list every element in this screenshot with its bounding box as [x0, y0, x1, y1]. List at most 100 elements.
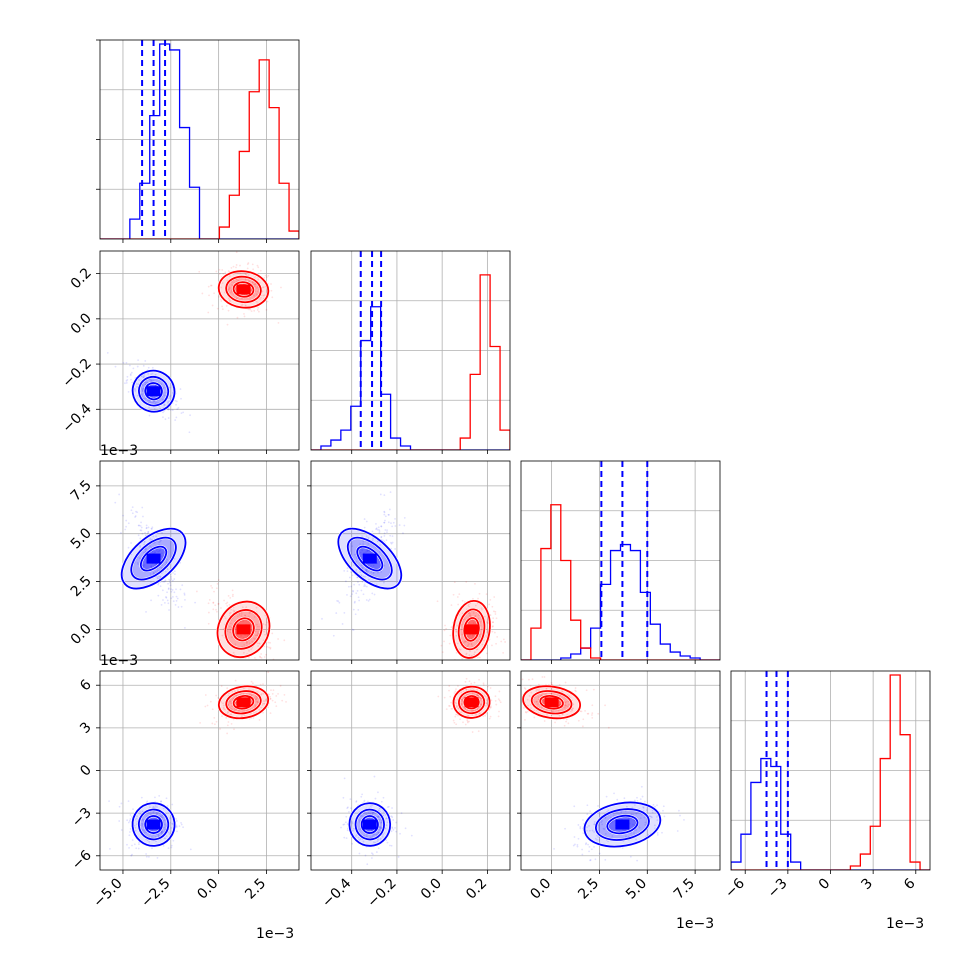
contour-blue: [354, 808, 385, 841]
scatter-point: [483, 615, 486, 618]
scatter-point: [170, 844, 173, 847]
scatter-point: [207, 285, 210, 288]
scatter-point: [437, 695, 440, 698]
scatter-point: [363, 799, 366, 802]
scatter-point: [456, 596, 459, 598]
scatter-point: [468, 614, 471, 617]
scatter-point: [350, 571, 352, 573]
scatter-point: [251, 682, 254, 685]
scatter-point: [262, 286, 265, 289]
scatter-point: [235, 264, 238, 266]
contour-blue: [346, 536, 393, 581]
scatter-point: [453, 721, 456, 724]
scatter-point: [257, 701, 259, 704]
contour-red: [530, 690, 573, 715]
scatter-point: [198, 270, 201, 273]
scatter-point: [473, 651, 476, 654]
scatter-point: [376, 528, 379, 531]
scatter-point: [379, 826, 381, 828]
scatter-point: [171, 803, 174, 806]
scatter-point: [364, 568, 367, 571]
scatter-point: [394, 548, 397, 550]
scatter-point: [243, 315, 246, 318]
scatter-point: [265, 653, 267, 656]
scatter-point: [211, 304, 214, 307]
scatter-point: [629, 832, 632, 834]
scatter-point: [238, 614, 241, 616]
y-tick-label: 0.0: [68, 310, 95, 337]
x-tick-label: −5.0: [90, 876, 125, 911]
scatter-point: [391, 826, 393, 829]
scatter-point: [255, 634, 258, 637]
scatter-point: [486, 631, 489, 634]
scatter-point: [458, 648, 461, 651]
scatter-point: [476, 648, 479, 651]
scatter-point: [380, 525, 383, 528]
scatter-point: [368, 578, 370, 581]
scatter-point: [269, 647, 272, 650]
scatter-point: [593, 823, 596, 825]
scatter-point: [151, 829, 154, 831]
scatter-point: [153, 817, 156, 820]
scatter-point: [168, 578, 171, 581]
scatter-point: [380, 570, 383, 573]
density-peak: [236, 624, 251, 635]
scatter-point: [576, 843, 579, 846]
scatter-point: [593, 821, 596, 823]
scatter-point: [366, 863, 369, 866]
scatter-point: [491, 644, 493, 647]
scatter-point: [265, 276, 268, 279]
scatter-point: [136, 815, 139, 818]
scatter-point: [251, 694, 253, 697]
scatter-point: [579, 827, 582, 830]
scatter-point: [137, 524, 140, 527]
scatter-point: [226, 604, 229, 607]
scatter-point: [137, 359, 140, 362]
scatter-point: [486, 685, 489, 688]
scatter-point: [251, 263, 254, 266]
scatter-point: [175, 416, 178, 419]
scatter-point: [181, 584, 184, 587]
scatter-point: [141, 390, 144, 392]
scatter-point: [161, 532, 163, 534]
scatter-point: [275, 695, 278, 697]
scatter-point: [472, 622, 475, 624]
scatter-point: [604, 832, 607, 835]
scatter-point: [141, 393, 143, 396]
scatter-point: [370, 852, 373, 855]
contour-red: [217, 270, 270, 309]
scatter-point: [155, 563, 158, 565]
scatter-point: [175, 403, 177, 406]
scatter-point: [587, 843, 589, 846]
scatter-point: [166, 402, 169, 404]
scatter-point: [470, 643, 473, 646]
scatter-point: [163, 819, 166, 822]
density-peak: [464, 624, 479, 635]
scatter-point: [144, 381, 147, 384]
scatter-point: [224, 271, 227, 274]
scatter-point: [373, 593, 376, 596]
scatter-point: [246, 634, 249, 637]
scatter-point: [343, 611, 346, 614]
scatter-point: [373, 775, 376, 778]
scatter-point: [477, 597, 479, 600]
scatter-point: [468, 680, 471, 683]
scatter-point: [259, 656, 262, 659]
scatter-point: [172, 596, 174, 598]
scatter-point: [585, 829, 588, 832]
scatter-point: [644, 821, 647, 824]
scatter-point: [164, 837, 167, 840]
histogram-blue: [731, 757, 930, 870]
scatter-point: [489, 687, 492, 689]
scatter-point: [498, 710, 500, 713]
scatter-point: [486, 622, 489, 625]
scatter-point: [271, 692, 274, 695]
scatter-point: [361, 580, 364, 583]
scatter-point: [266, 300, 269, 303]
scatter-point: [148, 414, 151, 417]
scatter-point: [175, 588, 177, 591]
scatter-point: [145, 527, 148, 530]
scatter-point: [478, 635, 481, 638]
scatter-point: [228, 603, 231, 606]
scatter-point: [150, 599, 152, 602]
